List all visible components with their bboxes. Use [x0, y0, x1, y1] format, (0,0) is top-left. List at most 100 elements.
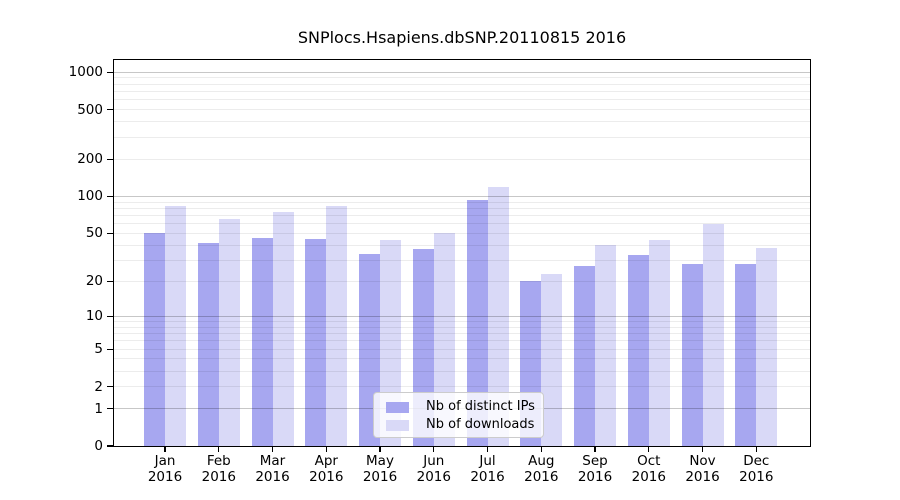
bar-downloads-jul [487, 186, 509, 446]
y-tick-200 [107, 158, 113, 160]
bar-ips-sep [574, 265, 595, 446]
x-tick-label-nov: Nov 2016 [673, 453, 733, 485]
bar-ips-feb [197, 242, 219, 446]
x-tick-jul [486, 447, 489, 452]
y-tick-label-500: 500 [77, 101, 103, 118]
x-tick-jun [433, 447, 435, 452]
legend-item-distinct-ips: Nb of distinct IPs [374, 398, 543, 416]
y-tick-label-5: 5 [94, 341, 103, 358]
x-tick-label-feb: Feb 2016 [189, 453, 249, 485]
y-tick-2 [107, 386, 113, 388]
bar-ips-apr [305, 238, 327, 446]
x-tick-oct [648, 447, 650, 452]
y-tick-label-1000: 1000 [68, 64, 103, 81]
bar-downloads-apr [326, 205, 348, 446]
y-tick-label-2: 2 [94, 378, 103, 395]
bar-downloads-sep [595, 245, 616, 446]
x-tick-month: Jun [423, 453, 445, 469]
x-tick-year: 2016 [362, 469, 398, 485]
y-tick-label-1: 1 [94, 400, 103, 417]
bar-downloads-dec [756, 247, 778, 446]
x-tick-jan [164, 447, 166, 452]
x-tick-month: May [366, 453, 394, 469]
x-tick-year: 2016 [524, 469, 559, 485]
x-tick-dec [755, 447, 757, 452]
y-tick-label-50: 50 [85, 225, 103, 242]
y-tick-label-20: 20 [85, 273, 103, 290]
x-tick-year: 2016 [201, 469, 236, 485]
y-tick-1 [107, 407, 113, 410]
bar-downloads-jan [165, 205, 186, 446]
x-tick-year: 2016 [255, 469, 290, 485]
x-tick-year: 2016 [470, 469, 505, 485]
legend-swatch-ips [386, 401, 409, 413]
x-tick-year: 2016 [416, 469, 451, 485]
x-tick-month: Sep [582, 453, 608, 469]
x-tick-label-jun: Jun 2016 [404, 453, 464, 485]
x-tick-year: 2016 [577, 469, 613, 485]
x-tick-month: Aug [528, 453, 555, 469]
y-tick-1000 [107, 71, 113, 73]
x-tick-aug [540, 447, 542, 452]
bar-downloads-aug [541, 274, 563, 446]
bar-downloads-nov [702, 223, 724, 446]
x-tick-feb [218, 447, 220, 452]
x-tick-sep [594, 447, 596, 452]
bar-downloads-feb [218, 219, 240, 446]
x-tick-month: Jan [154, 453, 176, 469]
bar-downloads-mar [272, 211, 294, 446]
x-tick-year: 2016 [309, 469, 344, 485]
x-tick-label-may: May 2016 [350, 453, 410, 485]
x-tick-label-mar: Mar 2016 [243, 453, 303, 485]
y-tick-50 [107, 232, 113, 234]
bar-downloads-oct [648, 240, 670, 446]
x-tick-month: Dec [743, 453, 770, 469]
x-tick-label-jul: Jul 2016 [458, 453, 518, 485]
x-tick-label-apr: Apr 2016 [296, 453, 356, 485]
legend-item-downloads: Nb of downloads [374, 416, 543, 434]
y-tick-label-0: 0 [94, 438, 103, 454]
y-tick-100 [107, 195, 113, 197]
x-tick-month: Nov [689, 453, 716, 469]
x-tick-month: Feb [206, 453, 231, 469]
y-tick-label-10: 10 [85, 308, 103, 325]
x-tick-label-sep: Sep 2016 [565, 453, 625, 485]
plot-area [113, 59, 811, 447]
x-tick-may [379, 447, 381, 452]
x-tick-year: 2016 [739, 469, 774, 485]
bars-layer [114, 60, 810, 446]
y-tick-20 [107, 280, 113, 282]
x-tick-month: Mar [259, 453, 286, 469]
y-tick-500 [107, 109, 113, 111]
legend-label-downloads: Nb of downloads [426, 417, 535, 432]
bar-ips-oct [627, 255, 649, 446]
x-tick-apr [325, 447, 327, 452]
bar-ips-dec [735, 263, 757, 446]
bar-ips-nov [681, 263, 703, 446]
legend-swatch-downloads [386, 419, 409, 431]
legend-label-ips: Nb of distinct IPs [426, 399, 535, 414]
x-tick-nov [701, 447, 704, 452]
x-tick-mar [271, 447, 274, 452]
y-tick-0 [107, 445, 113, 447]
bar-ips-jul [466, 199, 488, 446]
bar-ips-jan [144, 233, 165, 446]
bar-ips-mar [251, 237, 273, 446]
x-tick-label-jan: Jan 2016 [135, 453, 195, 485]
x-tick-year: 2016 [685, 469, 720, 485]
x-tick-label-oct: Oct 2016 [619, 453, 679, 485]
y-tick-label-200: 200 [77, 151, 103, 168]
x-tick-label-dec: Dec 2016 [726, 453, 786, 485]
x-tick-year: 2016 [147, 469, 183, 485]
x-tick-label-aug: Aug 2016 [511, 453, 571, 485]
x-tick-year: 2016 [631, 469, 666, 485]
chart-title: SNPlocs.Hsapiens.dbSNP.20110815 2016 [297, 28, 627, 47]
x-tick-month: Oct [637, 453, 661, 469]
y-tick-5 [107, 348, 113, 350]
y-tick-10 [107, 315, 113, 317]
x-tick-month: Jul [479, 453, 496, 469]
x-tick-month: Apr [314, 453, 338, 469]
legend: Nb of distinct IPs Nb of downloads [373, 392, 544, 438]
y-tick-label-100: 100 [77, 188, 103, 205]
